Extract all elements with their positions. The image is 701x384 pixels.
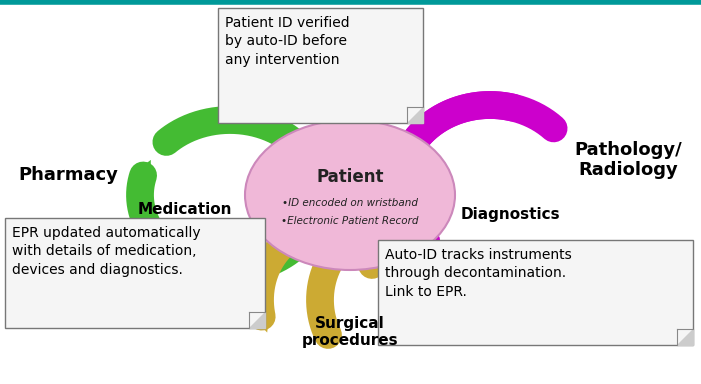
Text: Patient ID verified
by auto-ID before
any intervention: Patient ID verified by auto-ID before an…	[225, 16, 350, 67]
Text: Surgical
procedures: Surgical procedures	[301, 316, 398, 348]
Bar	[5, 218, 265, 328]
Polygon shape	[677, 329, 693, 345]
Polygon shape	[249, 312, 265, 328]
Text: Pharmacy: Pharmacy	[18, 166, 118, 184]
Text: EPR updated automatically
with details of medication,
devices and diagnostics.: EPR updated automatically with details o…	[12, 226, 200, 277]
Text: Diagnostics: Diagnostics	[460, 207, 560, 222]
Bar	[378, 240, 693, 345]
Text: Patient: Patient	[316, 168, 383, 186]
Bar	[218, 8, 423, 123]
Text: •ID encoded on wristband: •ID encoded on wristband	[282, 198, 418, 208]
Text: Medication: Medication	[138, 202, 232, 217]
Ellipse shape	[245, 120, 455, 270]
Text: •Electronic Patient Record: •Electronic Patient Record	[281, 216, 418, 226]
Text: Pathology/
Radiology: Pathology/ Radiology	[574, 141, 682, 179]
Text: Auto-ID tracks instruments
through decontamination.
Link to EPR.: Auto-ID tracks instruments through decon…	[385, 248, 572, 299]
Polygon shape	[407, 107, 423, 123]
